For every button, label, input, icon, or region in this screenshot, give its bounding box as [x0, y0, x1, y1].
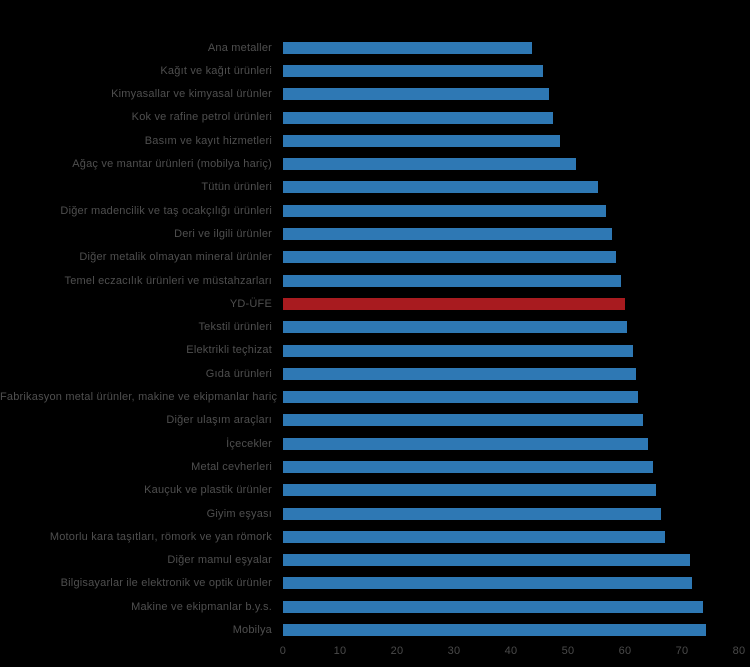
chart-row: Kimyasallar ve kimyasal ürünler [0, 83, 750, 106]
x-axis-tick-label: 80 [732, 645, 746, 657]
category-label: Giyim eşyası [206, 507, 272, 520]
category-label: İçecekler [226, 437, 272, 450]
chart-row: İçecekler [0, 432, 750, 455]
bar [283, 88, 550, 101]
plot-area: Ana metaller Kağıt ve kağıt ürünleri Kimya… [0, 36, 750, 642]
chart-row: Kağıt ve kağıt ürünleri [0, 59, 750, 82]
bar [283, 507, 661, 520]
chart-row: YD-ÜFE [0, 292, 750, 315]
chart-row: Tekstil ürünleri [0, 316, 750, 339]
category-label: Tütün ürünleri [201, 181, 272, 194]
category-label: Motorlu kara taşıtları, römork ve yan rö… [49, 530, 272, 543]
bar [283, 414, 644, 427]
chart-row: Makine ve ekipmanlar b.y.s. [0, 595, 750, 618]
bar [283, 600, 704, 613]
chart-row: Bilgisayarlar ile elektronik ve optik ür… [0, 572, 750, 595]
chart-row: Diğer mamul eşyalar [0, 549, 750, 572]
bar [283, 251, 616, 264]
category-label: Diğer mamul eşyalar [167, 554, 272, 567]
category-label: Kok ve rafine petrol ürünleri [131, 111, 272, 124]
bar [283, 41, 533, 54]
bar [283, 437, 648, 450]
bar [283, 181, 599, 194]
chart-row: Diğer madencilik ve taş ocakçılığı ürünl… [0, 199, 750, 222]
chart-row: Gıda ürünleri [0, 362, 750, 385]
bar [283, 274, 621, 287]
bar [283, 554, 690, 567]
bar [283, 134, 561, 147]
category-label: Kauçuk ve plastik ürünler [144, 484, 272, 497]
chart-row: Giyim eşyası [0, 502, 750, 525]
category-label: Fabrikasyon metal ürünler, makine ve eki… [0, 391, 278, 404]
x-axis-tick-label: 0 [279, 645, 287, 657]
x-axis-tick-label: 50 [561, 645, 575, 657]
category-label: Temel eczacılık ürünleri ve müstahzarlar… [64, 274, 272, 287]
x-axis: 0 10 20 30 40 50 60 70 80 [279, 645, 745, 659]
category-label: Ağaç ve mantar ürünleri (mobilya hariç) [72, 158, 272, 171]
chart-row: Kauçuk ve plastik ürünler [0, 479, 750, 502]
category-label: Metal cevherleri [191, 460, 272, 473]
bar [283, 228, 612, 241]
bar [283, 460, 653, 473]
bar [283, 391, 639, 404]
category-label: Makine ve ekipmanlar b.y.s. [131, 600, 272, 613]
category-label: Mobilya [232, 624, 272, 637]
chart-row: Ağaç ve mantar ürünleri (mobilya hariç) [0, 152, 750, 175]
category-label: Basım ve kayıt hizmetleri [144, 134, 272, 147]
chart-row: Diğer ulaşım araçları [0, 409, 750, 432]
x-axis-tick-label: 10 [333, 645, 347, 657]
category-label: Deri ve ilgili ürünler [174, 227, 272, 240]
chart-row: Motorlu kara taşıtları, römork ve yan rö… [0, 525, 750, 548]
chart-row: Kok ve rafine petrol ürünleri [0, 106, 750, 129]
category-label: Ana metaller [207, 41, 272, 54]
bar [283, 204, 607, 217]
bar [283, 321, 628, 334]
x-axis-tick-label: 40 [504, 645, 518, 657]
x-axis-tick-label: 70 [675, 645, 689, 657]
bar [283, 111, 554, 124]
highlight-bar [283, 297, 625, 310]
x-axis-tick-label: 20 [390, 645, 404, 657]
bar [283, 624, 706, 637]
bar [283, 367, 636, 380]
category-label: Diğer madencilik ve taş ocakçılığı ürünl… [60, 204, 272, 217]
chart-row: Elektrikli teçhizat [0, 339, 750, 362]
bar [283, 158, 576, 171]
chart-row: Tütün ürünleri [0, 176, 750, 199]
chart-row: Temel eczacılık ürünleri ve müstahzarlar… [0, 269, 750, 292]
category-label: Diğer metalik olmayan mineral ürünler [79, 251, 272, 264]
bar [283, 64, 543, 77]
chart-row: Basım ve kayıt hizmetleri [0, 129, 750, 152]
category-label: Gıda ürünleri [205, 367, 272, 380]
bar [283, 484, 656, 497]
chart-row: Ana metaller [0, 36, 750, 59]
chart-row: Deri ve ilgili ürünler [0, 222, 750, 245]
category-label: Kağıt ve kağıt ürünleri [160, 64, 272, 77]
chart-row: Diğer metalik olmayan mineral ürünler [0, 246, 750, 269]
category-label: Diğer ulaşım araçları [166, 414, 272, 427]
bar [283, 344, 633, 357]
chart-row: Fabrikasyon metal ürünler, makine ve eki… [0, 385, 750, 408]
chart-row: Mobilya [0, 618, 750, 641]
category-label: YD-ÜFE [229, 297, 272, 310]
chart-row: Metal cevherleri [0, 455, 750, 478]
x-axis-tick-label: 30 [447, 645, 461, 657]
category-label: Elektrikli teçhizat [186, 344, 272, 357]
x-axis-tick-label: 60 [618, 645, 632, 657]
category-label: Bilgisayarlar ile elektronik ve optik ür… [60, 577, 272, 590]
category-label: Tekstil ürünleri [198, 321, 272, 334]
category-label: Kimyasallar ve kimyasal ürünler [111, 88, 272, 101]
bar [283, 530, 665, 543]
bar [283, 577, 693, 590]
